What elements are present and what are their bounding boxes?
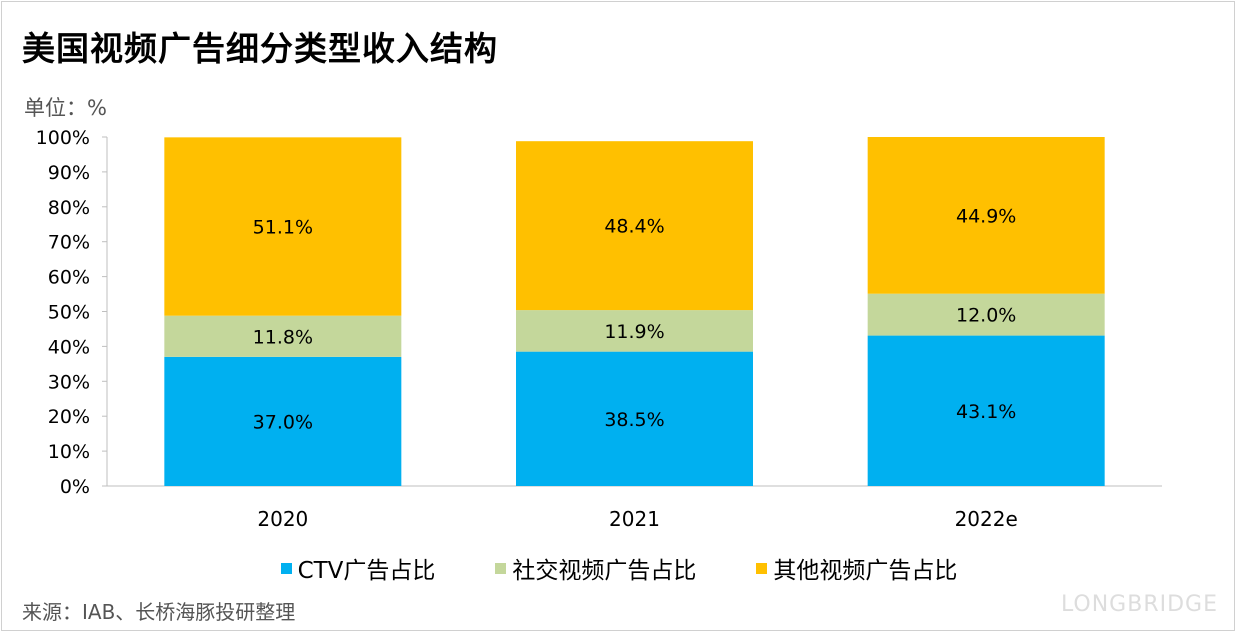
y-tick-label: 70%	[48, 232, 90, 254]
y-tick-label: 0%	[60, 476, 90, 498]
y-tick-label: 60%	[48, 267, 90, 289]
y-tick-label: 50%	[48, 302, 90, 324]
y-tick-label: 20%	[48, 406, 90, 428]
x-tick-label: 2022e	[955, 507, 1018, 531]
data-label: 51.1%	[253, 217, 313, 239]
brand-logo: LONGBRIDGE	[1060, 592, 1218, 617]
legend-item: 社交视频广告占比	[495, 551, 696, 585]
bar-segment	[867, 137, 1105, 294]
y-tick-label: 90%	[48, 162, 90, 184]
legend-swatch	[280, 562, 292, 574]
data-label: 37.0%	[253, 411, 313, 433]
legend-swatch	[495, 562, 507, 574]
bar-segment	[516, 351, 753, 486]
legend-item: CTV广告占比	[280, 551, 436, 585]
source-note: 来源：IAB、长桥海豚投研整理	[22, 600, 296, 624]
bar-segment	[164, 315, 402, 357]
legend-item: 其他视频广告占比	[756, 551, 957, 585]
data-label: 11.8%	[253, 326, 313, 348]
bar-segment	[867, 293, 1105, 336]
bar-segment	[516, 310, 753, 352]
x-tick-label: 2021	[609, 507, 660, 531]
data-label: 48.4%	[604, 216, 664, 238]
y-tick-label: 30%	[48, 371, 90, 393]
y-tick-label: 80%	[48, 197, 90, 219]
bar-segment	[516, 141, 753, 311]
y-tick-label: 40%	[48, 336, 90, 358]
data-label: 44.9%	[956, 205, 1016, 227]
bar-segment	[867, 335, 1105, 486]
legend-label: 社交视频广告占比	[512, 558, 697, 584]
data-label: 11.9%	[604, 321, 664, 343]
data-label: 38.5%	[604, 409, 664, 431]
legend-swatch	[756, 562, 768, 574]
legend: CTV广告占比 社交视频广告占比 其他视频广告占比	[0, 551, 1238, 585]
data-label: 12.0%	[956, 305, 1016, 327]
y-tick-label: 10%	[48, 441, 90, 463]
x-tick-label: 2020	[257, 507, 308, 531]
chart-title: 美国视频广告细分类型收入结构	[22, 29, 498, 68]
y-tick-label: 100%	[36, 127, 90, 149]
unit-label: 单位：%	[24, 96, 107, 120]
bar-segment	[164, 137, 402, 316]
legend-label: 其他视频广告占比	[773, 558, 958, 584]
bar-segment	[164, 356, 402, 486]
legend-label: CTV广告占比	[297, 558, 436, 584]
data-label: 43.1%	[956, 401, 1016, 423]
